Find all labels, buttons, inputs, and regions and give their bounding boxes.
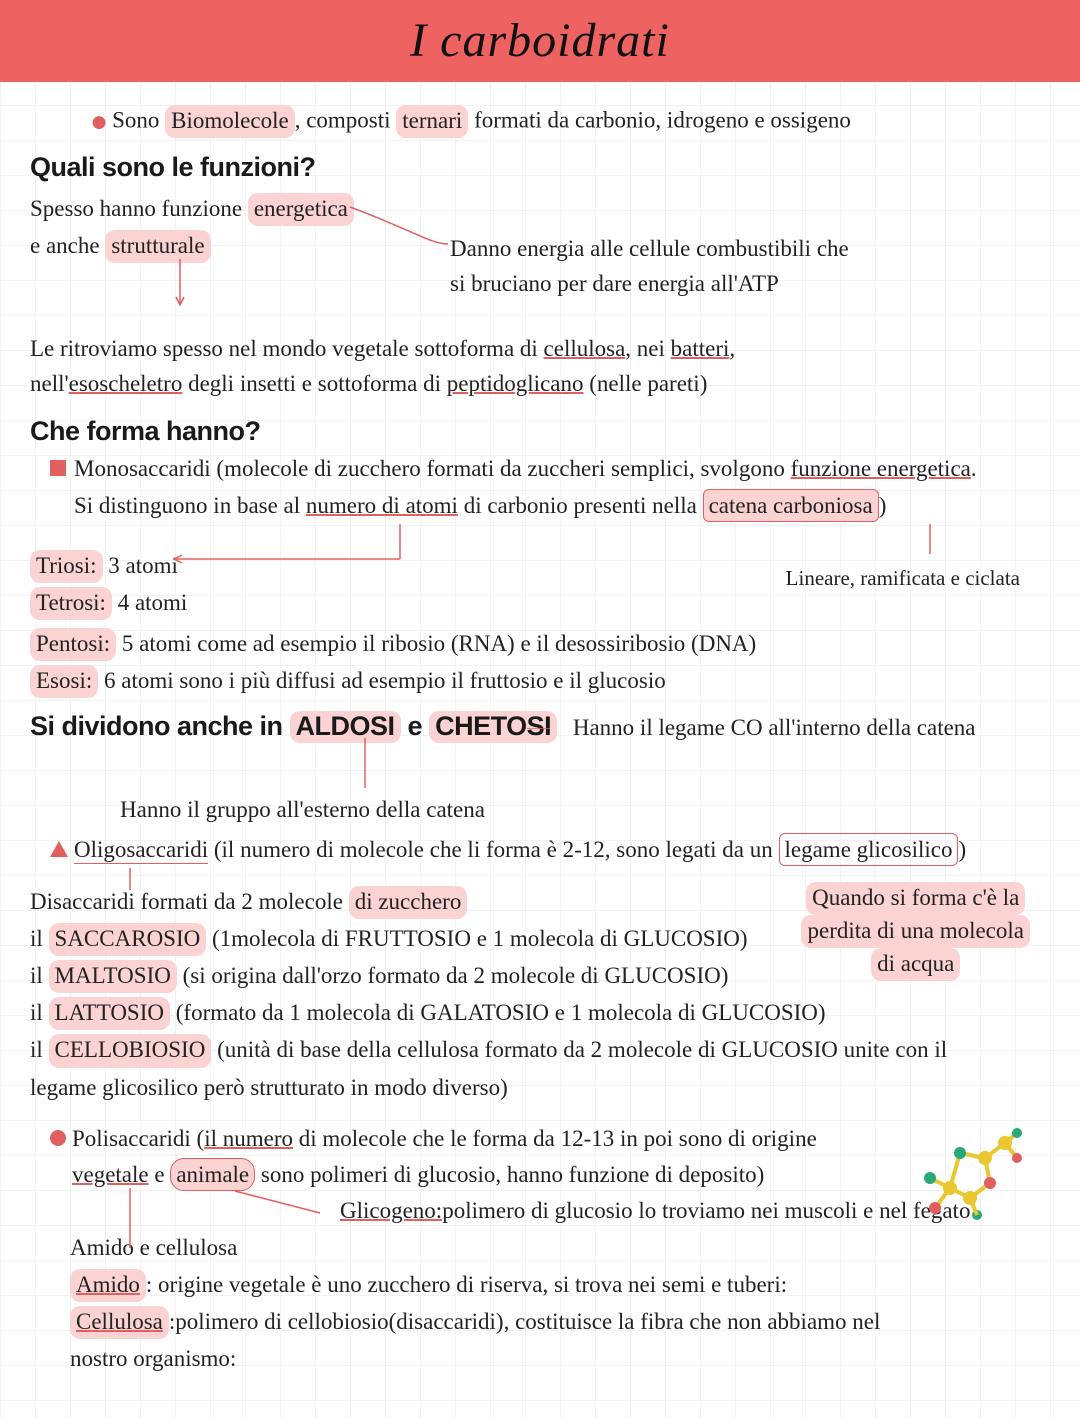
bullet-circle-icon	[50, 1130, 66, 1146]
funz-note1: Danno energia alle cellule combustibili …	[450, 233, 849, 264]
cellobiosio: il CELLOBIOSIO (unità di base della cell…	[30, 1034, 1050, 1067]
hl-strutturale: strutturale	[105, 230, 210, 263]
bullet-triangle-icon	[50, 841, 68, 857]
amido-cellulosa: Amido e cellulosa	[30, 1232, 1050, 1263]
ul-batteri: batteri	[671, 336, 730, 361]
circ-animale: animale	[170, 1158, 255, 1191]
oligo-l1: Oligosaccaridi (il numero di molecole ch…	[30, 833, 1050, 866]
mono-l2: Si distinguono in base al numero di atom…	[30, 489, 1050, 522]
poli-block: Polisaccaridi (il numero di molecole che…	[30, 1123, 1050, 1191]
aldosi-below: Hanno il gruppo all'esterno della catena	[30, 794, 1050, 825]
page-title: I carboidrati	[410, 9, 670, 74]
aldosi-right: Hanno il legame CO all'interno della cat…	[573, 715, 976, 740]
glicogeno: Glicogeno:polimero di glucosio lo trovia…	[30, 1195, 1050, 1226]
disacc-block: Quando si forma c'è la perdita di una mo…	[30, 886, 1050, 1102]
ul-peptidoglicano: peptidoglicano	[447, 371, 584, 396]
funz-l1: Spesso hanno funzione energetica	[30, 193, 354, 226]
bullet-dot-icon: ●	[90, 105, 108, 138]
cellobiosio-2: legame glicosilico però strutturato in m…	[30, 1072, 1050, 1103]
funz-note2: si bruciano per dare energia all'ATP	[450, 268, 849, 299]
ul-esoscheletro: esoscheletro	[69, 371, 183, 396]
box-catena: catena carboniosa	[703, 489, 879, 522]
page-header: I carboidrati	[0, 0, 1080, 82]
note-lineare: Lineare, ramificata e ciclata	[786, 564, 1020, 592]
hl-biomolecole: Biomolecole	[165, 105, 295, 138]
heading-funzioni: Quali sono le funzioni?	[30, 149, 1050, 185]
amido: Amido: origine vegetale è uno zucchero d…	[30, 1269, 1050, 1302]
hl-chetosi: CHETOSI	[429, 711, 557, 743]
funzioni-block: Spesso hanno funzione energetica e anche…	[30, 189, 1050, 329]
hl-energetica: energetica	[248, 193, 354, 226]
ul-funz-energ: funzione energetica	[791, 456, 971, 481]
cellulosa: Cellulosa:polimero di cellobiosio(disacc…	[30, 1306, 1050, 1339]
molecule-icon	[905, 1123, 1025, 1231]
intro-line: ●Sono Biomolecole, composti ternari form…	[30, 102, 1050, 143]
cellulosa-2: nostro organismo:	[30, 1343, 1050, 1374]
ul-oligo: Oligosaccaridi	[74, 837, 208, 864]
funz-l3: Le ritroviamo spesso nel mondo vegetale …	[30, 333, 1050, 364]
hl-aldosi: ALDOSI	[290, 711, 401, 743]
box-legame-glic: legame glicosilico	[779, 833, 959, 866]
pentosi: Pentosi: 5 atomi come ad esempio il ribo…	[30, 628, 1050, 661]
poli-l2: vegetale e animale sono polimeri di gluc…	[50, 1158, 1050, 1191]
ul-num-atomi: numero di atomi	[306, 493, 458, 518]
mono-l1: Monosaccaridi (molecole di zucchero form…	[30, 453, 1050, 484]
atomi-block: Triosi: 3 atomi Tetrosi: 4 atomi Lineare…	[30, 546, 1050, 698]
ul-cellulosa: cellulosa	[544, 336, 626, 361]
content-area: ●Sono Biomolecole, composti ternari form…	[0, 82, 1080, 1418]
hl-ternari: ternari	[396, 105, 468, 138]
heading-forma: Che forma hanno?	[30, 413, 1050, 449]
lattosio: il LATTOSIO (formato da 1 molecola di GA…	[30, 997, 1050, 1030]
funz-l4: nell'esoscheletro degli insetti e sottof…	[30, 368, 1050, 399]
funz-l2: e anche strutturale	[30, 230, 354, 263]
esosi: Esosi: 6 atomi sono i più diffusi ad ese…	[30, 665, 1050, 698]
note-acqua: Quando si forma c'è la perdita di una mo…	[801, 882, 1030, 981]
aldosi-line: Si dividono anche in ALDOSI e CHETOSI Ha…	[30, 708, 1050, 744]
bullet-square-icon	[50, 460, 66, 476]
